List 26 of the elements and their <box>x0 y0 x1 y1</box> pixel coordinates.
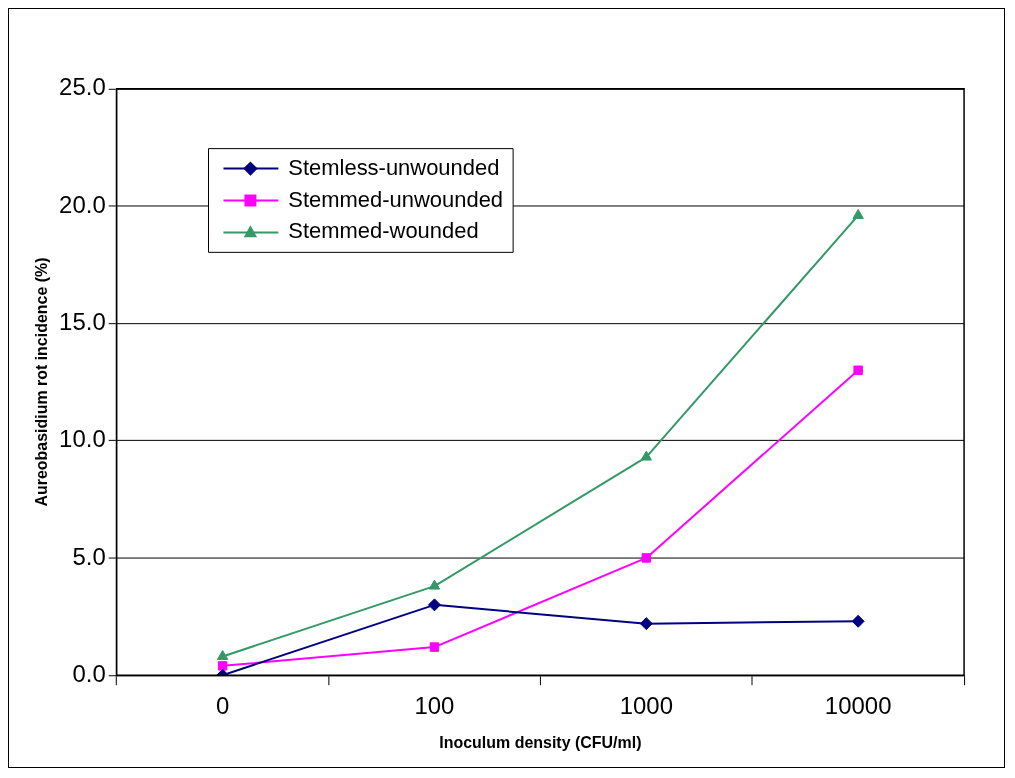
legend-label: Stemless-unwounded <box>288 154 500 180</box>
x-tick-label: 10000 <box>824 692 892 720</box>
legend-label: Stemmed-wounded <box>288 218 479 244</box>
x-tick-label: 0 <box>215 692 230 720</box>
y-tick-label: 0.0 <box>72 659 106 687</box>
x-tick-label: 1000 <box>619 692 673 720</box>
point <box>429 642 440 652</box>
y-axis-title: Aureobasidium rot incidence (%) <box>32 257 50 507</box>
point <box>428 579 441 590</box>
y-tick-label: 25.0 <box>59 73 106 101</box>
y-tick-label: 15.0 <box>59 307 106 335</box>
x-tick-label: 100 <box>414 692 455 720</box>
point <box>427 598 441 612</box>
point <box>216 649 229 660</box>
y-tick-label: 5.0 <box>72 542 106 570</box>
point <box>217 661 228 671</box>
point <box>853 365 863 376</box>
point <box>851 614 865 628</box>
y-tick-label: 20.0 <box>59 190 106 218</box>
point <box>639 617 653 631</box>
point <box>640 450 652 461</box>
point <box>641 553 652 563</box>
point <box>852 208 864 219</box>
y-tick-label: 10.0 <box>59 425 106 453</box>
x-axis-title: Inoculum density (CFU/ml) <box>439 733 642 751</box>
legend-label: Stemmed-unwounded <box>288 186 504 212</box>
